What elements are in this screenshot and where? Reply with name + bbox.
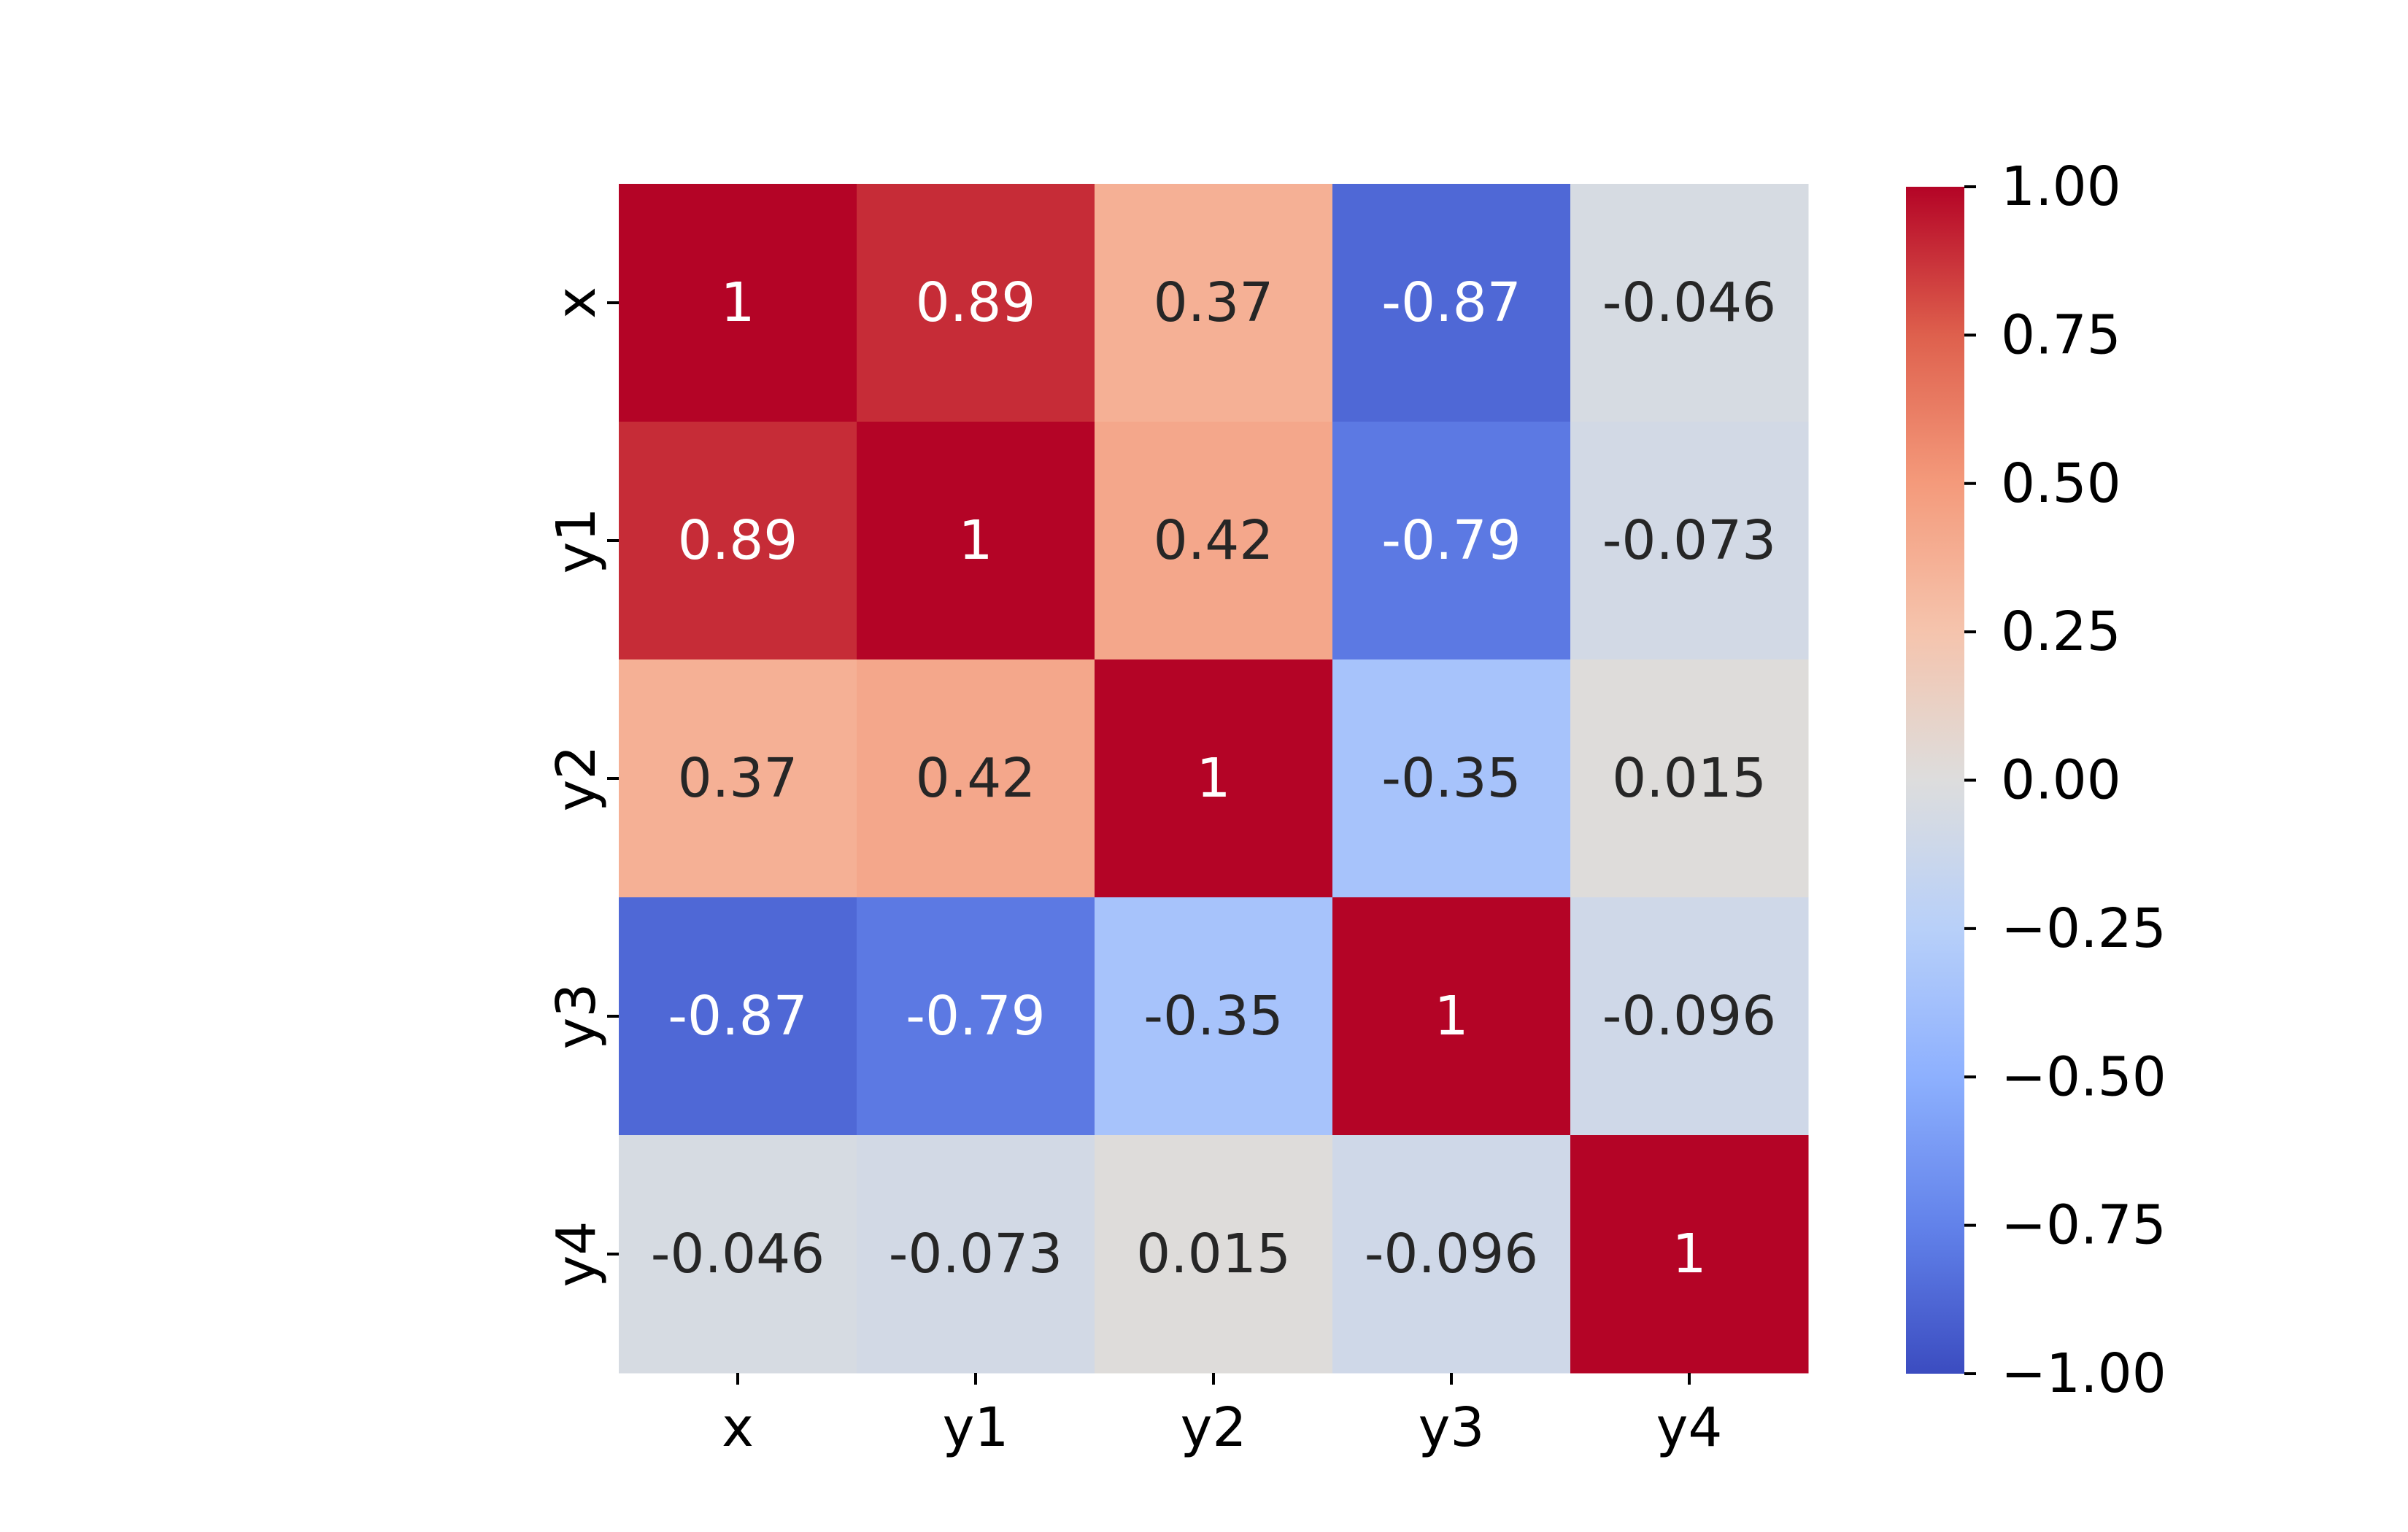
heatmap-cells	[619, 184, 1809, 1374]
colorbar-tick-label: −1.00	[2001, 1342, 2166, 1405]
cell-annotation: 0.42	[1154, 509, 1274, 572]
colorbar-tick-label: −0.75	[2001, 1194, 2166, 1257]
colorbar-tick-label: 1.00	[2001, 155, 2121, 218]
heatmap-cell-y1-y2	[1095, 422, 1333, 660]
cell-annotation: 1	[958, 509, 992, 572]
x-tick-label: x	[722, 1396, 754, 1459]
heatmap-cell-x-y2	[1095, 184, 1333, 422]
heatmap-cell-y4-x	[619, 1135, 857, 1374]
heatmap-cell-x-x	[619, 184, 857, 422]
cell-annotation: -0.096	[1365, 1223, 1539, 1285]
cell-annotation: 0.89	[916, 271, 1036, 334]
cell-annotation: 1	[1672, 1223, 1706, 1285]
cell-annotation: -0.87	[668, 985, 807, 1048]
heatmap-cell-y4-y2	[1095, 1135, 1333, 1374]
heatmap-cell-y4-y4	[1570, 1135, 1809, 1374]
heatmap-cell-y2-x	[619, 659, 857, 898]
cell-annotation: -0.79	[906, 985, 1045, 1048]
y-tick-label: y1	[545, 508, 608, 574]
cell-annotation: 1	[1434, 985, 1468, 1048]
heatmap-cell-y2-y2	[1095, 659, 1333, 898]
cell-annotation: 0.37	[1154, 271, 1274, 334]
cell-annotation: -0.073	[1602, 509, 1777, 572]
colorbar-tick-label: 0.50	[2001, 452, 2121, 515]
y-tick-label: x	[545, 287, 608, 319]
heatmap-cell-y2-y3	[1332, 659, 1571, 898]
heatmap-cell-x-y1	[857, 184, 1095, 422]
heatmap-cell-y2-y1	[857, 659, 1095, 898]
heatmap-cell-y1-y4	[1570, 422, 1809, 660]
x-tick-label: y1	[943, 1396, 1009, 1459]
colorbar-gradient	[1906, 187, 1964, 1374]
cell-annotation: -0.35	[1143, 985, 1283, 1048]
heatmap-cell-y3-y1	[857, 897, 1095, 1136]
cell-annotation: 0.42	[916, 747, 1036, 810]
heatmap-cell-x-y3	[1332, 184, 1571, 422]
heatmap-cell-y1-y3	[1332, 422, 1571, 660]
heatmap-cell-y3-y3	[1332, 897, 1571, 1136]
x-tick-label: y4	[1656, 1396, 1723, 1459]
colorbar: 1.00 0.75 0.50 0.25 0.00 −0.25 −0.50 −0.75 −1.00	[1906, 155, 2166, 1405]
y-tick-label: y2	[545, 746, 608, 812]
cell-annotation: -0.35	[1381, 747, 1521, 810]
heatmap-cell-y1-y1	[857, 422, 1095, 660]
heatmap-cell-y2-y4	[1570, 659, 1809, 898]
heatmap-cell-y3-y2	[1095, 897, 1333, 1136]
x-tick-label: y3	[1419, 1396, 1485, 1459]
colorbar-tick-label: −0.50	[2001, 1045, 2166, 1108]
y-tick-label: y3	[545, 983, 608, 1050]
colorbar-tick-label: 0.75	[2001, 303, 2121, 366]
cell-annotation: 0.89	[678, 509, 798, 572]
cell-annotation: -0.87	[1381, 271, 1521, 334]
heatmap-cell-y4-y1	[857, 1135, 1095, 1374]
colorbar-tick-label: 0.00	[2001, 749, 2121, 812]
axes: x y1 y2 y3 y4 x y1 y2 y3 y4	[545, 287, 1722, 1459]
heatmap-cell-y1-x	[619, 422, 857, 660]
heatmap-cell-y3-x	[619, 897, 857, 1136]
colorbar-tick-label: −0.25	[2001, 897, 2166, 960]
cell-annotation: -0.046	[1602, 271, 1777, 334]
cell-annotation: 0.015	[1136, 1223, 1291, 1285]
cell-annotation: -0.073	[889, 1223, 1063, 1285]
x-tick-label: y2	[1181, 1396, 1247, 1459]
cell-annotations: 1 0.89 0.37 -0.87 -0.046 0.89 1 0.42 -0.79 -0.073…	[651, 271, 1777, 1285]
cell-annotation: -0.046	[651, 1223, 825, 1285]
cell-annotation: 0.015	[1612, 747, 1767, 810]
y-tick-label: y4	[545, 1221, 608, 1288]
heatmap-cell-x-y4	[1570, 184, 1809, 422]
colorbar-tick-label: 0.25	[2001, 600, 2121, 663]
cell-annotation: 1	[720, 271, 755, 334]
cell-annotation: 0.37	[678, 747, 798, 810]
cell-annotation: -0.79	[1381, 509, 1521, 572]
heatmap-cell-y4-y3	[1332, 1135, 1571, 1374]
cell-annotation: 1	[1196, 747, 1230, 810]
cell-annotation: -0.096	[1602, 985, 1777, 1048]
heatmap-cell-y3-y4	[1570, 897, 1809, 1136]
